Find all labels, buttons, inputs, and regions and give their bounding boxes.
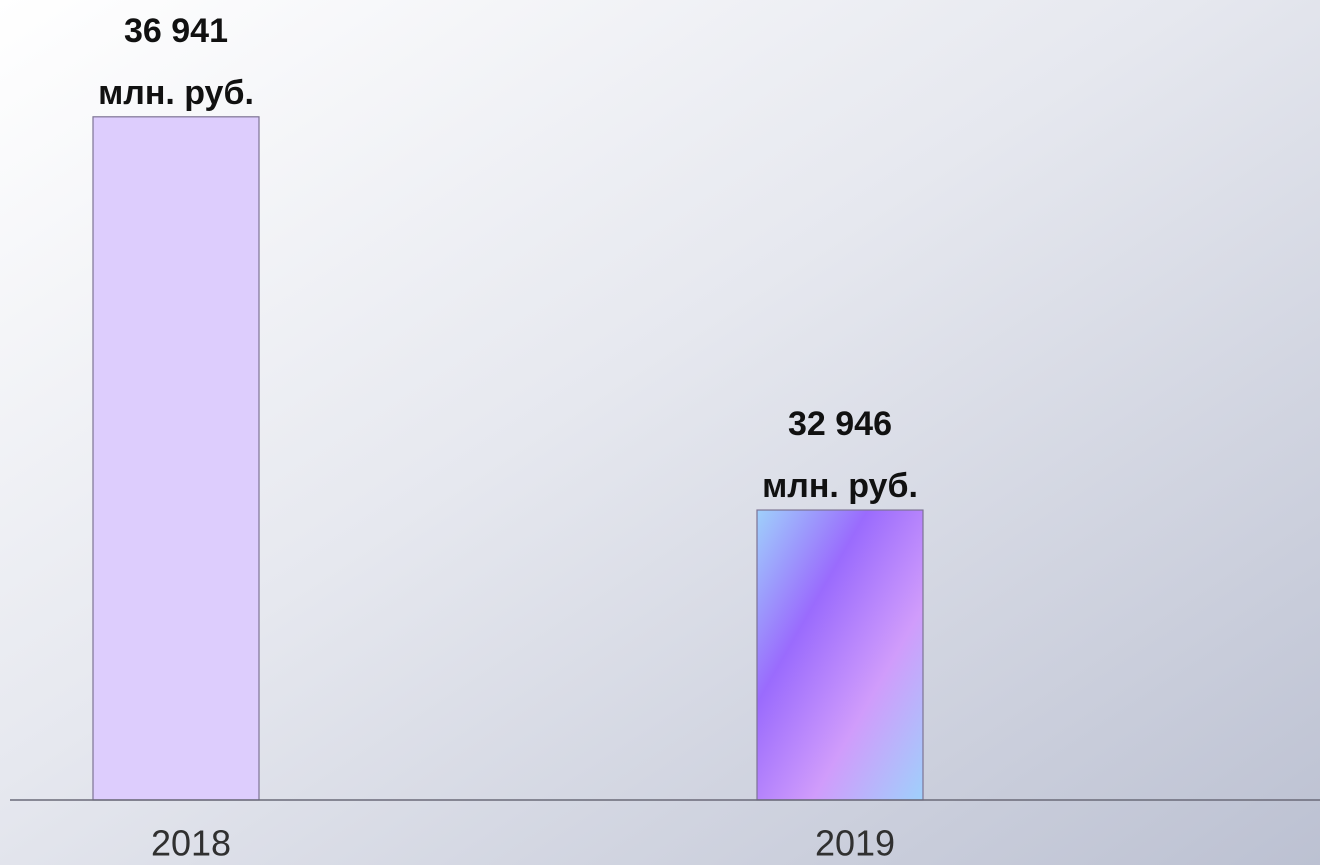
value-label: 36 941: [124, 12, 228, 50]
x-tick-label: 2019: [815, 823, 895, 864]
value-label: млн. руб.: [98, 74, 254, 112]
bar: [92, 116, 260, 801]
value-label: 32 946: [788, 405, 892, 443]
bar: [756, 509, 924, 801]
x-tick-label: 2018: [151, 823, 231, 864]
value-label: млн. руб.: [762, 467, 918, 505]
